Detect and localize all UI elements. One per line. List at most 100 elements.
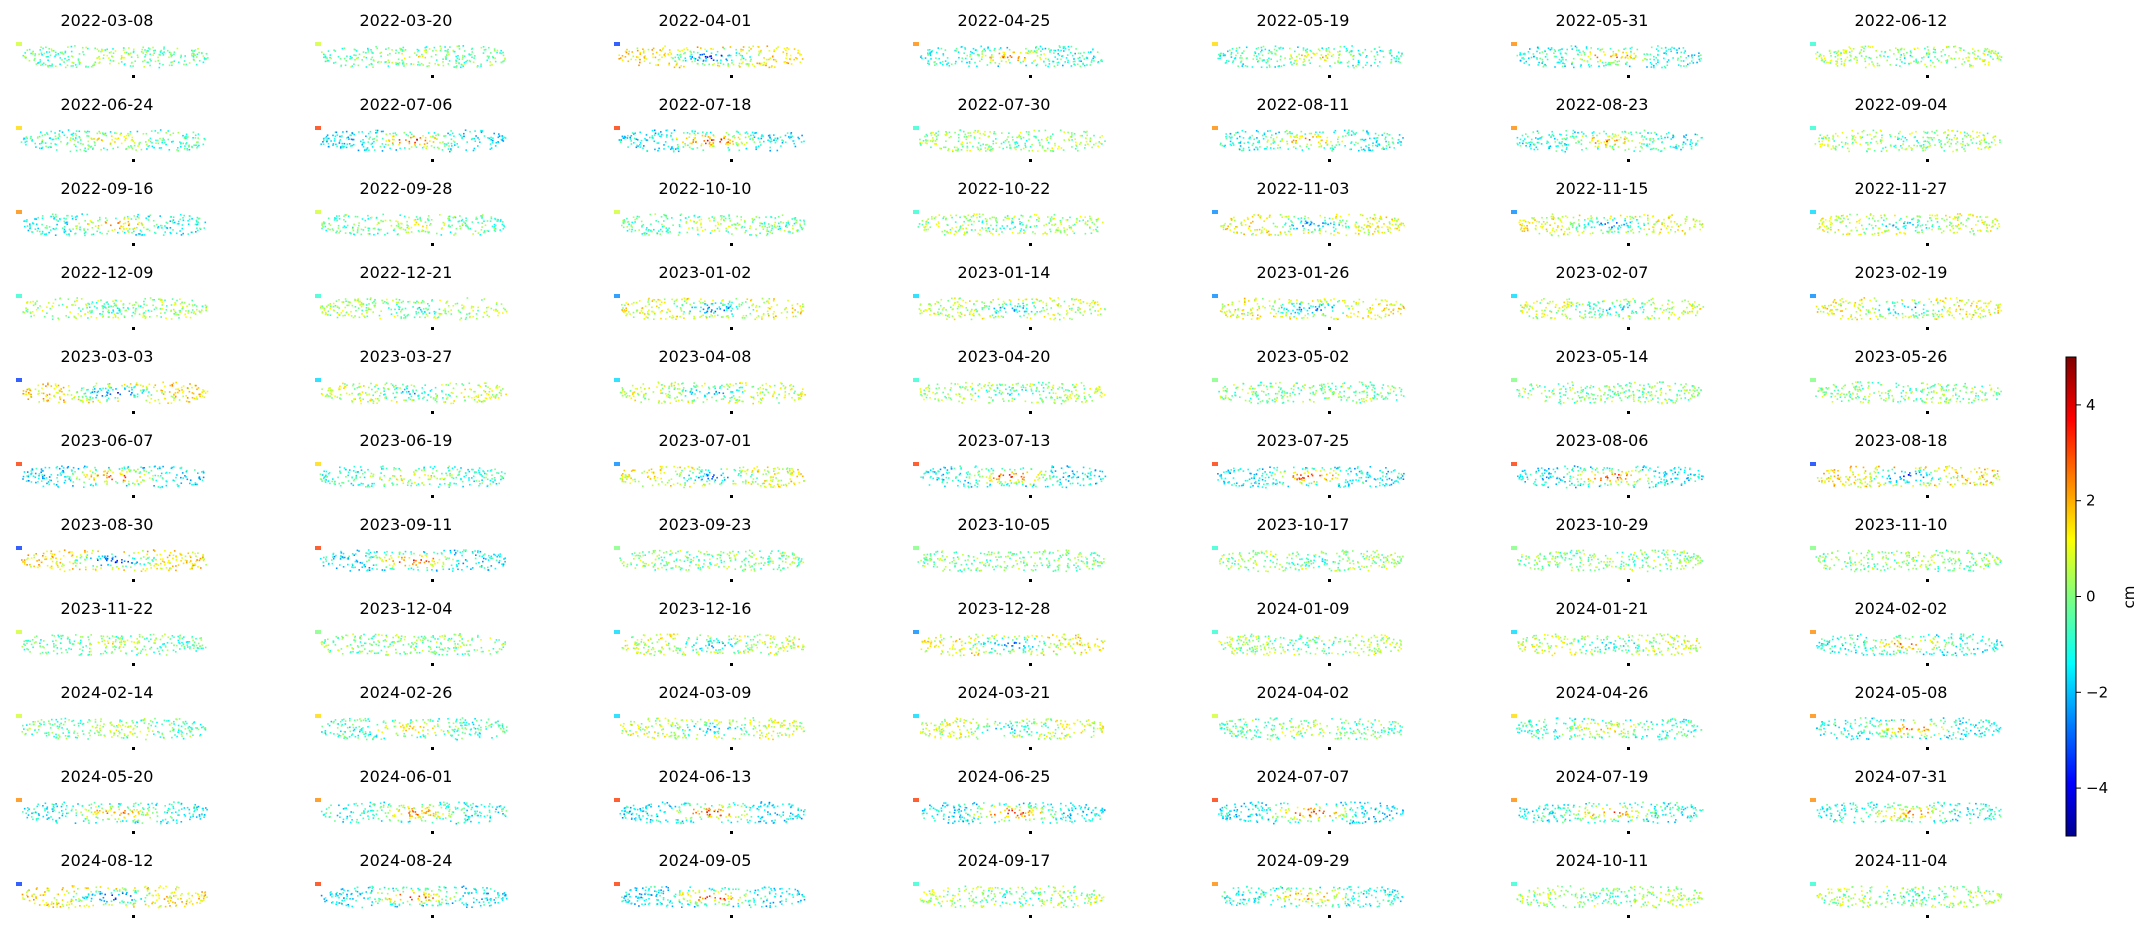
data-point xyxy=(1071,134,1073,136)
data-point xyxy=(1524,138,1526,140)
data-point xyxy=(1701,137,1703,139)
data-point xyxy=(982,144,984,146)
data-point xyxy=(1967,60,1969,62)
data-point xyxy=(793,143,795,145)
data-point xyxy=(63,61,65,63)
data-point xyxy=(1647,145,1649,147)
data-point xyxy=(1854,139,1856,141)
data-point xyxy=(1667,65,1669,67)
data-point xyxy=(502,224,504,226)
data-point xyxy=(983,133,985,135)
data-point xyxy=(718,223,720,225)
data-point xyxy=(1329,65,1331,67)
data-point xyxy=(918,226,920,228)
data-point xyxy=(631,222,633,224)
data-point xyxy=(1227,228,1229,230)
data-point xyxy=(968,215,970,217)
data-point xyxy=(1102,135,1104,137)
data-point xyxy=(1358,50,1360,52)
data-point xyxy=(1940,145,1942,147)
data-point xyxy=(1260,217,1262,219)
data-point xyxy=(1330,141,1332,143)
data-point xyxy=(1831,148,1833,150)
data-point xyxy=(1337,141,1339,143)
data-point xyxy=(106,233,108,235)
data-point xyxy=(1382,134,1384,136)
data-point xyxy=(971,216,973,218)
data-point xyxy=(625,56,627,58)
data-point xyxy=(683,132,685,134)
data-point xyxy=(1398,139,1400,141)
data-point xyxy=(150,138,152,140)
data-point xyxy=(990,225,992,227)
data-point xyxy=(1050,138,1052,140)
data-point xyxy=(348,137,350,139)
data-point xyxy=(1649,59,1651,61)
data-point xyxy=(1928,146,1930,148)
data-point xyxy=(771,140,773,142)
data-point xyxy=(1828,62,1830,64)
data-point xyxy=(1665,47,1667,49)
data-point xyxy=(1297,46,1299,48)
data-point xyxy=(976,213,978,215)
data-point xyxy=(409,143,411,145)
data-point xyxy=(495,230,497,232)
data-point xyxy=(627,135,629,137)
data-point xyxy=(936,139,938,141)
data-point xyxy=(1947,134,1949,136)
data-point xyxy=(1939,141,1941,143)
data-point xyxy=(921,142,923,144)
data-point xyxy=(769,147,771,149)
data-point xyxy=(1049,63,1051,65)
data-point xyxy=(966,218,968,220)
data-point xyxy=(1562,62,1564,64)
data-point xyxy=(1524,62,1526,64)
data-point xyxy=(1076,219,1078,221)
data-point xyxy=(650,224,652,226)
data-point xyxy=(399,214,401,216)
data-point xyxy=(409,141,411,143)
data-point xyxy=(1332,218,1334,220)
data-point xyxy=(1051,216,1053,218)
data-point xyxy=(85,66,87,68)
data-point xyxy=(74,45,76,47)
data-point xyxy=(110,225,112,227)
data-point xyxy=(952,150,954,152)
data-point xyxy=(1082,55,1084,57)
data-point xyxy=(97,220,99,222)
data-point xyxy=(463,133,465,135)
data-point xyxy=(447,142,449,144)
data-point xyxy=(1075,48,1077,50)
data-point xyxy=(1997,56,1999,58)
data-point xyxy=(1037,64,1039,66)
data-point xyxy=(804,221,806,223)
data-point xyxy=(372,146,374,148)
data-point xyxy=(1556,150,1558,152)
data-point xyxy=(774,224,776,226)
data-point xyxy=(353,134,355,136)
data-point xyxy=(352,133,354,135)
data-point xyxy=(1621,57,1623,59)
data-point xyxy=(1968,57,1970,59)
data-point xyxy=(1012,222,1014,224)
data-point xyxy=(1029,139,1031,141)
data-point xyxy=(1032,52,1034,54)
data-point xyxy=(345,221,347,223)
data-point xyxy=(1991,52,1993,54)
data-point xyxy=(992,59,994,61)
data-point xyxy=(461,136,463,138)
data-point xyxy=(362,142,364,144)
data-point xyxy=(24,138,26,140)
data-point xyxy=(39,136,41,138)
data-point xyxy=(1635,147,1637,149)
data-point xyxy=(448,63,450,65)
data-point xyxy=(1828,140,1830,142)
data-point xyxy=(110,51,112,53)
data-point xyxy=(762,226,764,228)
data-point xyxy=(416,222,418,224)
data-point xyxy=(497,219,499,221)
data-point xyxy=(1924,64,1926,66)
data-point xyxy=(68,59,70,61)
data-point xyxy=(1333,48,1335,50)
data-point xyxy=(1293,228,1295,230)
